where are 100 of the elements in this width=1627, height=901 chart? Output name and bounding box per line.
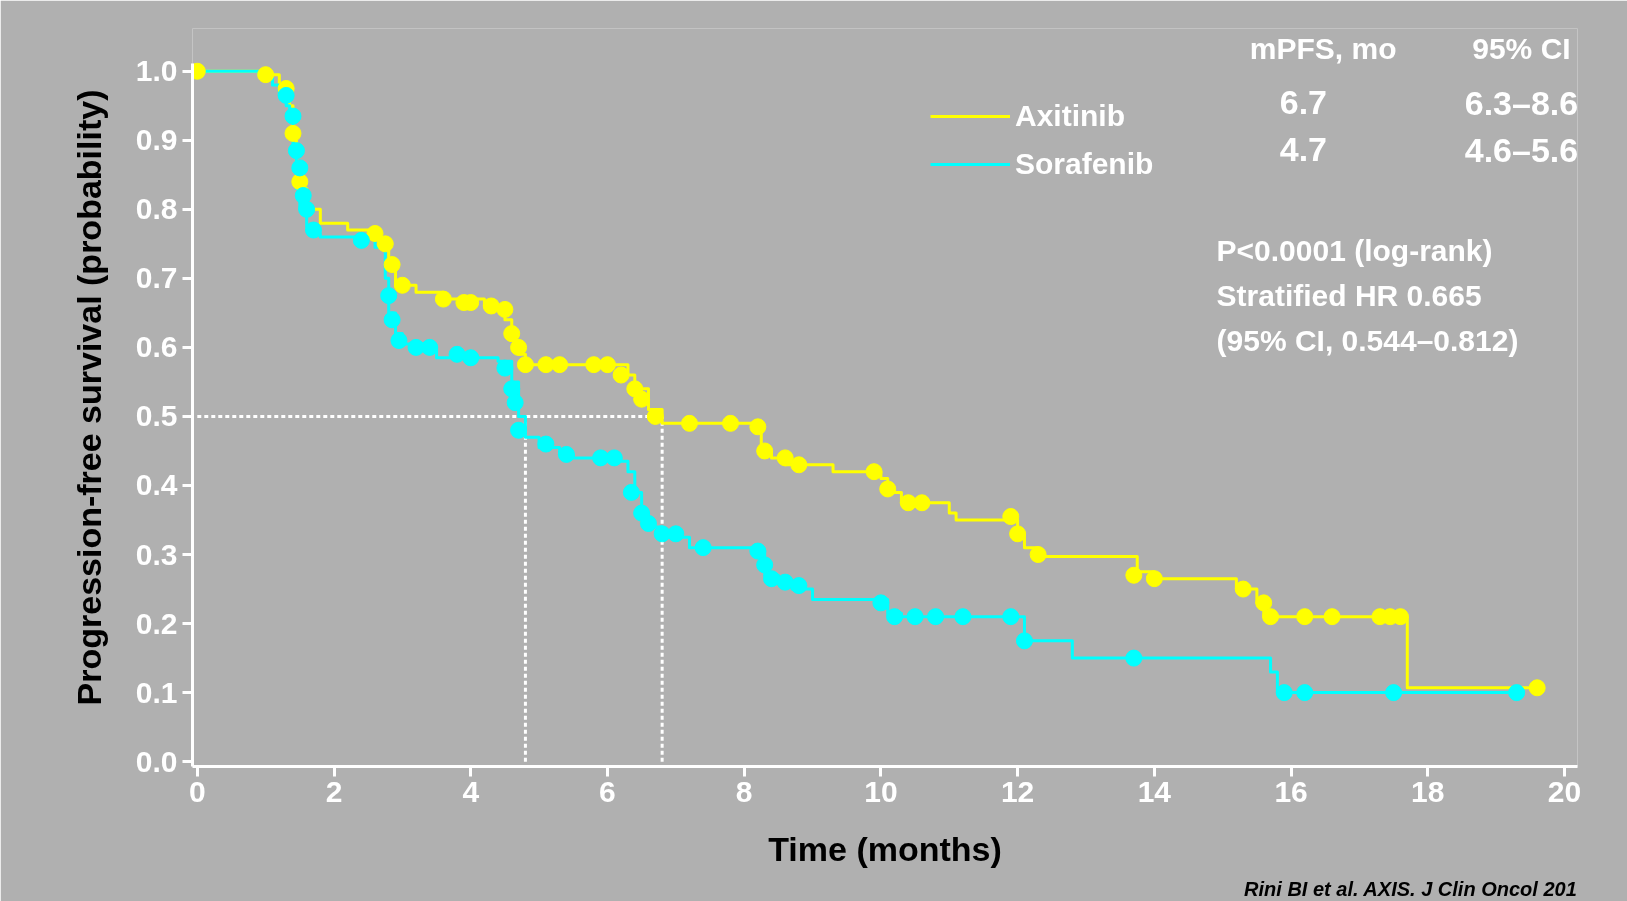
point [407,338,425,356]
x-tick-label: 10 [864,774,898,808]
point [366,225,384,242]
point [434,290,452,308]
point [680,414,698,432]
point [551,356,569,374]
point [421,338,439,356]
point [598,356,616,374]
point [305,221,322,239]
point [722,414,739,432]
point [1145,570,1163,588]
point [612,366,630,384]
annotation: mPFS, mo [1249,31,1397,65]
x-tick-label: 4 [462,774,480,808]
x-axis-title: Time (months) [768,829,1002,868]
x-tick-label: 8 [735,774,753,808]
point [1009,525,1027,543]
point [639,514,657,532]
point [886,608,904,626]
y-tick-label: 0.8 [135,192,178,226]
point [756,442,774,460]
point [1296,608,1314,626]
point [284,107,302,125]
point [1125,566,1143,584]
point [872,594,890,612]
point [1385,684,1403,702]
point [448,345,466,363]
point [510,421,528,439]
point [503,325,521,343]
annotation: 95% CI [1472,31,1571,65]
point [1296,684,1314,702]
y-tick-label: 0.6 [135,330,178,364]
point [694,539,712,557]
point [776,573,794,591]
point [646,407,664,425]
point [749,542,767,560]
y-tick-label: 0.9 [135,123,178,157]
point [482,297,500,315]
point [879,480,897,498]
point [622,483,640,501]
point [756,556,774,574]
point [1125,649,1143,667]
point [462,349,480,367]
point [1508,684,1526,702]
point [393,276,411,294]
y-tick-label: 0.0 [135,744,178,778]
point [1255,594,1273,612]
annotation: P<0.0001 (log-rank) [1216,234,1493,268]
point [284,124,302,142]
point [667,525,685,543]
point [496,359,514,377]
point [294,187,312,204]
point [1015,632,1033,650]
point [1528,679,1546,697]
point [503,380,521,398]
x-tick-label: 16 [1274,774,1308,808]
y-axis-title: Progression-free survival (probability) [69,89,108,706]
point [383,256,401,274]
x-tick-label: 2 [325,774,343,808]
point [291,159,309,177]
x-tick-label: 6 [599,774,616,808]
point [510,338,528,356]
point [277,86,295,104]
point [790,456,808,474]
point [1002,608,1020,626]
point [749,418,767,436]
point [1275,684,1293,702]
point [763,570,781,588]
point [506,394,524,412]
point [913,494,931,512]
y-tick-label: 0.3 [135,537,178,571]
x-tick-label: 20 [1547,774,1582,808]
point [927,608,945,626]
point [516,356,534,374]
point [298,200,316,218]
point [776,449,794,467]
legend-label: Sorafenib [1015,145,1154,182]
text: Rini BI et al. AXIS. J Clin Oncol 201 [1244,877,1577,900]
y-tick-label: 0.7 [135,261,178,295]
x-tick-label: 18 [1411,774,1445,808]
point [383,311,401,329]
annotation: 4.7 [1279,130,1327,169]
annotation: 6.3–8.6 [1464,84,1579,122]
point [899,494,917,512]
point [257,66,275,84]
point [1262,608,1280,626]
point [906,608,924,626]
point [352,231,370,249]
point [376,235,394,253]
y-tick-label: 0.4 [135,468,178,502]
point [496,300,514,318]
point [287,142,305,160]
point [380,287,398,305]
y-tick-label: 0.5 [135,399,178,433]
point [1234,580,1252,598]
point [1323,608,1341,626]
point [537,435,555,453]
annotation: Stratified HR 0.665 [1216,279,1482,313]
point [557,445,575,463]
point [633,390,651,408]
